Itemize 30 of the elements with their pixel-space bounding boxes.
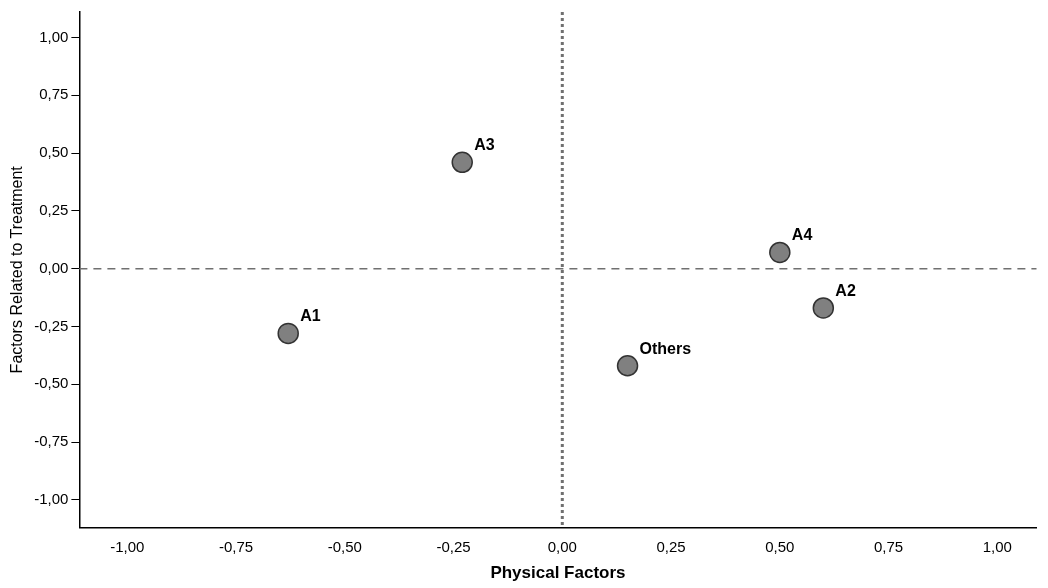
- annotation: A3: [474, 136, 495, 154]
- y-tick-label: 0,75: [39, 85, 69, 103]
- point: [277, 322, 299, 345]
- annotation: A2: [835, 281, 856, 299]
- point: [451, 151, 473, 174]
- y-tick-label: 0,00: [39, 258, 69, 276]
- point: [616, 355, 639, 377]
- x-tick-label: 0,75: [873, 537, 904, 555]
- y-tick-label: -1,00: [34, 490, 69, 507]
- y-tick-label: 0,25: [39, 200, 69, 218]
- y-tick-label: 0,50: [39, 143, 69, 161]
- y-axis-title: Factors Related to Treatment: [8, 165, 26, 374]
- y-tick-label: -0,50: [34, 374, 69, 392]
- x-axis-title: Physical Factors: [490, 563, 626, 583]
- x-tick-label: 0,25: [656, 537, 686, 555]
- y-tick-label: -0,75: [34, 432, 69, 450]
- x-tick-label: -0,25: [436, 537, 471, 555]
- y-tick-label: -0,25: [34, 316, 69, 334]
- x-tick-label: -1,00: [110, 537, 145, 555]
- point: [812, 297, 835, 319]
- y-tick-label: 1,00: [39, 27, 69, 45]
- x-tick-label: 0,50: [765, 537, 795, 555]
- x-tick-label: 0,00: [547, 537, 577, 555]
- annotation: Others: [639, 339, 692, 357]
- x-tick-label: 1,00: [982, 537, 1012, 555]
- annotation: A1: [300, 307, 321, 325]
- point: [769, 241, 791, 264]
- x-tick-label: -0,75: [218, 537, 254, 555]
- x-tick-label: -0,50: [327, 537, 362, 555]
- annotation: A4: [791, 226, 813, 244]
